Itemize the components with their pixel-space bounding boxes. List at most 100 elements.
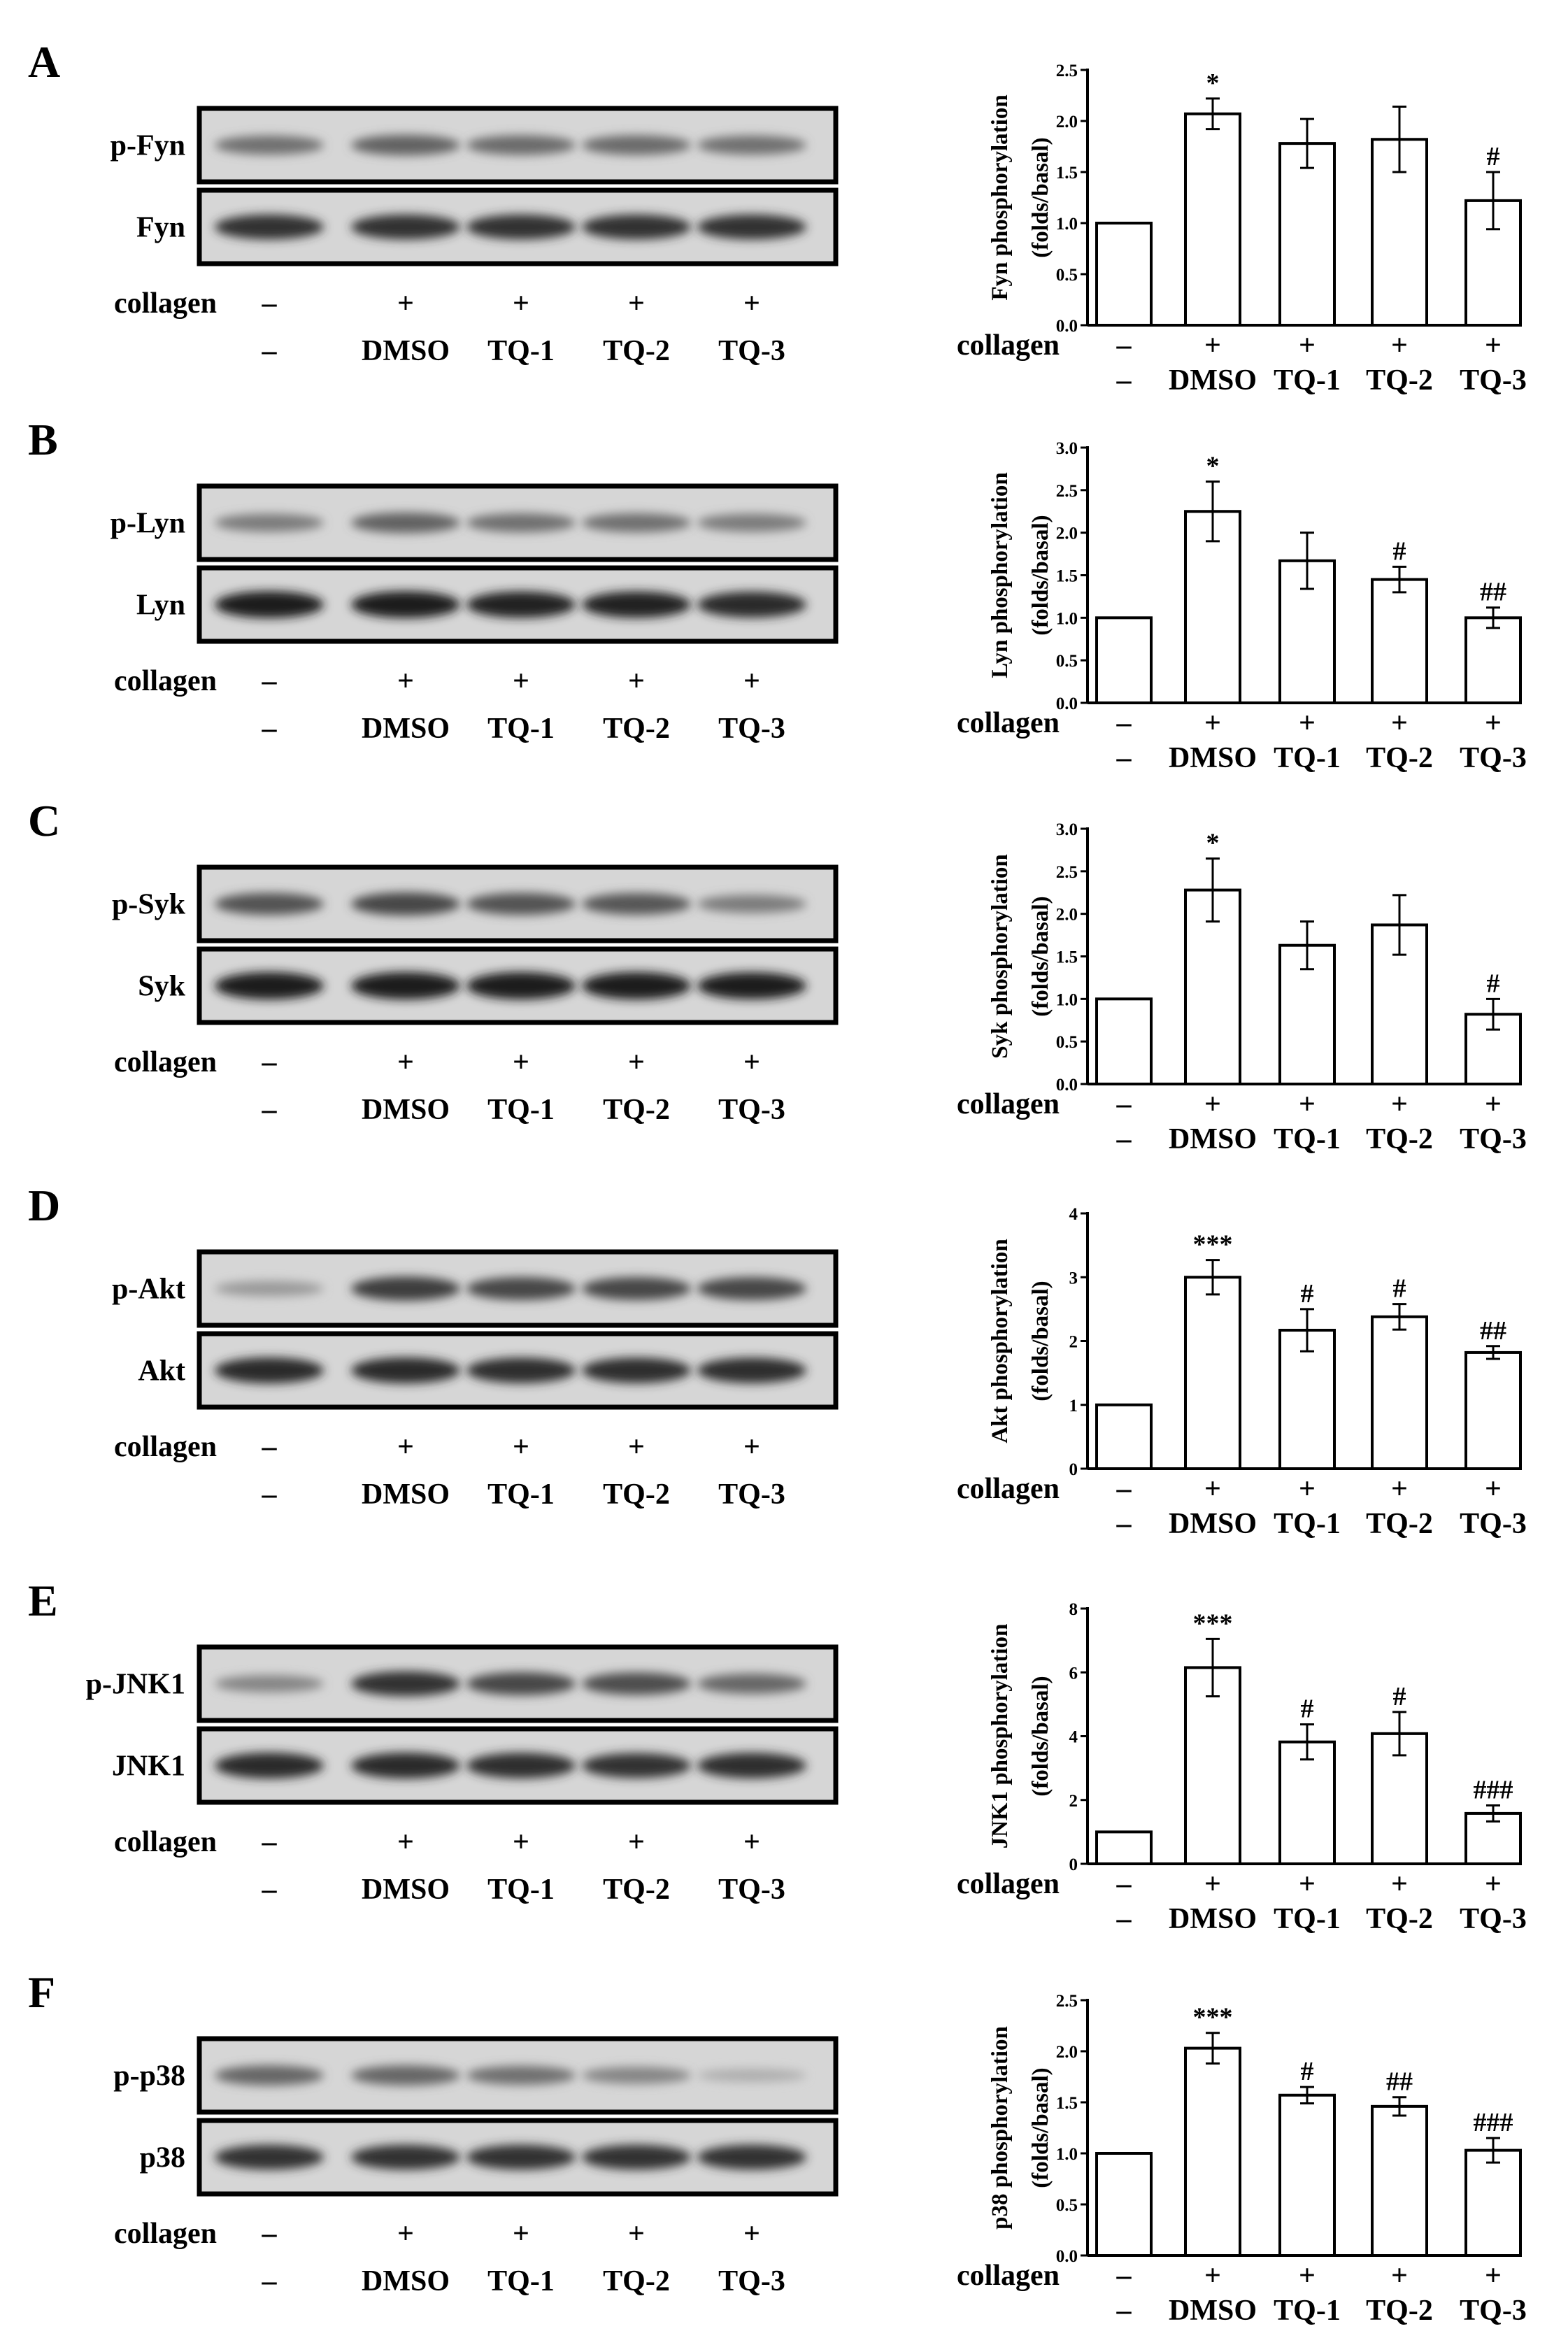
- y-tick-label: 1.5: [1056, 2094, 1078, 2113]
- significance-mark: ***: [1193, 1230, 1233, 1260]
- band: [466, 892, 576, 915]
- bar: [1464, 2148, 1522, 2258]
- y-tick-label: 4: [1069, 1205, 1078, 1224]
- blot-phospho: [197, 864, 839, 943]
- blot-phospho: [197, 106, 839, 185]
- y-tick-label: 1.0: [1056, 2145, 1078, 2164]
- collagen-mark: +: [743, 2218, 760, 2250]
- band: [697, 2069, 806, 2082]
- x-tick-label: TQ-1: [1274, 1508, 1341, 1540]
- panel-letter: D: [28, 1181, 60, 1230]
- x-tick-label: TQ-2: [1366, 364, 1433, 397]
- chart-collagen-mark: +: [1299, 329, 1316, 362]
- x-tick-label: –: [1116, 1508, 1132, 1540]
- bar: [1095, 1403, 1153, 1470]
- band: [582, 1277, 691, 1300]
- treatment-label: TQ-2: [603, 2265, 670, 2297]
- treatment-label: –: [262, 2265, 278, 2297]
- x-tick-label: TQ-1: [1274, 742, 1341, 774]
- x-tick-label: TQ-2: [1366, 742, 1433, 774]
- x-tick-label: TQ-3: [1460, 742, 1527, 774]
- y-tick-label: 2.5: [1056, 62, 1078, 80]
- y-tick-label: 4: [1069, 1728, 1078, 1747]
- chart-collagen-mark: +: [1485, 2260, 1502, 2292]
- panel-e: Ep-JNK1 JNK1 collagen – + + + + – DMSO TQ-1 TQ-2 TQ-…: [28, 1576, 1527, 1935]
- band: [466, 2144, 576, 2170]
- chart-collagen-mark: –: [1116, 329, 1132, 362]
- treatment-label: DMSO: [362, 1478, 450, 1511]
- x-tick-label: DMSO: [1169, 742, 1257, 774]
- band: [466, 1672, 576, 1695]
- collagen-mark: +: [513, 1826, 529, 1858]
- y-tick-label: 3.0: [1056, 439, 1078, 458]
- treatment-label: TQ-2: [603, 1478, 670, 1511]
- band: [466, 591, 576, 618]
- chart-collagen-label: collagen: [957, 707, 1060, 739]
- y-tick-label: 3: [1069, 1269, 1078, 1288]
- band: [351, 892, 460, 915]
- collagen-mark: +: [397, 665, 414, 697]
- bar-chart-d: 0 1 2 3 4 Akt phosphorylation (folds/basal) ***…: [957, 1205, 1527, 1540]
- y-tick-label: 0.5: [1056, 1033, 1078, 1052]
- y-tick-label: 0.0: [1056, 1076, 1078, 1095]
- blot-phospho: [197, 483, 839, 562]
- panel-letter: C: [28, 796, 60, 846]
- bar: [1371, 2104, 1428, 2258]
- y-axis-title: Lyn phosphorylation (folds/basal): [988, 472, 1053, 678]
- x-tick-label: TQ-3: [1460, 364, 1527, 397]
- band: [582, 591, 691, 618]
- x-tick-label: TQ-2: [1366, 1508, 1433, 1540]
- band: [215, 1357, 324, 1384]
- y-tick-label: 2.5: [1056, 482, 1078, 501]
- x-tick-label: DMSO: [1169, 1903, 1257, 1935]
- band: [351, 1276, 460, 1301]
- y-tick-label: 2.5: [1056, 863, 1078, 882]
- treatment-label: –: [262, 1874, 278, 1906]
- x-tick-label: TQ-2: [1366, 1123, 1433, 1155]
- y-tick-label: 3.0: [1056, 820, 1078, 839]
- treatment-label: –: [262, 1094, 278, 1126]
- total-blot-label: JNK1: [112, 1751, 185, 1783]
- y-tick-label: 8: [1069, 1600, 1078, 1619]
- band: [466, 513, 576, 533]
- chart-collagen-mark: +: [1204, 329, 1221, 362]
- collagen-mark: +: [628, 665, 645, 697]
- treatment-label: DMSO: [362, 1874, 450, 1906]
- collagen-label: collagen: [114, 287, 217, 320]
- collagen-mark: +: [513, 2218, 529, 2250]
- band: [351, 2065, 460, 2086]
- chart-collagen-mark: +: [1299, 1088, 1316, 1120]
- collagen-mark: +: [743, 287, 760, 320]
- band: [697, 2144, 806, 2170]
- phospho-blot-label: p-Lyn: [111, 508, 185, 540]
- band: [582, 1357, 691, 1383]
- y-axis-title: Syk phosphorylation (folds/basal): [988, 854, 1053, 1059]
- bar: [1464, 199, 1522, 327]
- band: [351, 134, 460, 156]
- band: [215, 214, 324, 240]
- band: [351, 1357, 460, 1384]
- bar: [1278, 2093, 1336, 2258]
- band: [582, 1672, 691, 1695]
- treatment-label: TQ-3: [718, 1478, 785, 1511]
- significance-mark: #: [1393, 536, 1406, 566]
- significance-mark: #: [1301, 1695, 1314, 1724]
- total-blot-label: Fyn: [136, 212, 185, 244]
- band: [697, 894, 806, 913]
- significance-mark: #: [1487, 969, 1500, 998]
- collagen-mark: +: [743, 1431, 760, 1463]
- band: [466, 214, 576, 240]
- treatment-label: TQ-3: [718, 335, 785, 367]
- band: [466, 2065, 576, 2086]
- collagen-mark: –: [262, 1046, 278, 1078]
- collagen-mark: +: [513, 287, 529, 320]
- band: [697, 1357, 806, 1383]
